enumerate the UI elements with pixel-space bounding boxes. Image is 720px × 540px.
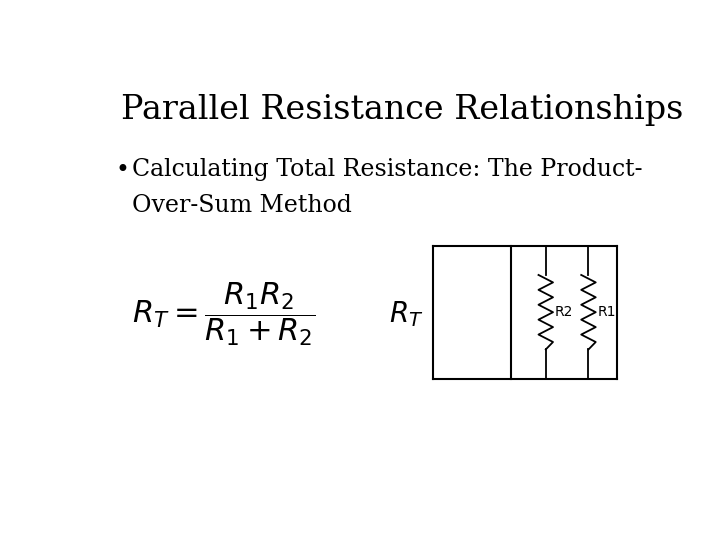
Text: Over-Sum Method: Over-Sum Method bbox=[132, 194, 352, 217]
Text: Calculating Total Resistance: The Product-: Calculating Total Resistance: The Produc… bbox=[132, 158, 642, 181]
Text: Parallel Resistance Relationships: Parallel Resistance Relationships bbox=[121, 94, 683, 126]
Text: $R_T$: $R_T$ bbox=[389, 299, 423, 329]
Text: R1: R1 bbox=[598, 305, 616, 319]
Text: •: • bbox=[115, 158, 129, 183]
Text: R2: R2 bbox=[554, 305, 573, 319]
Text: $R_T = \dfrac{R_1 R_2}{R_1 + R_2}$: $R_T = \dfrac{R_1 R_2}{R_1 + R_2}$ bbox=[132, 280, 315, 348]
